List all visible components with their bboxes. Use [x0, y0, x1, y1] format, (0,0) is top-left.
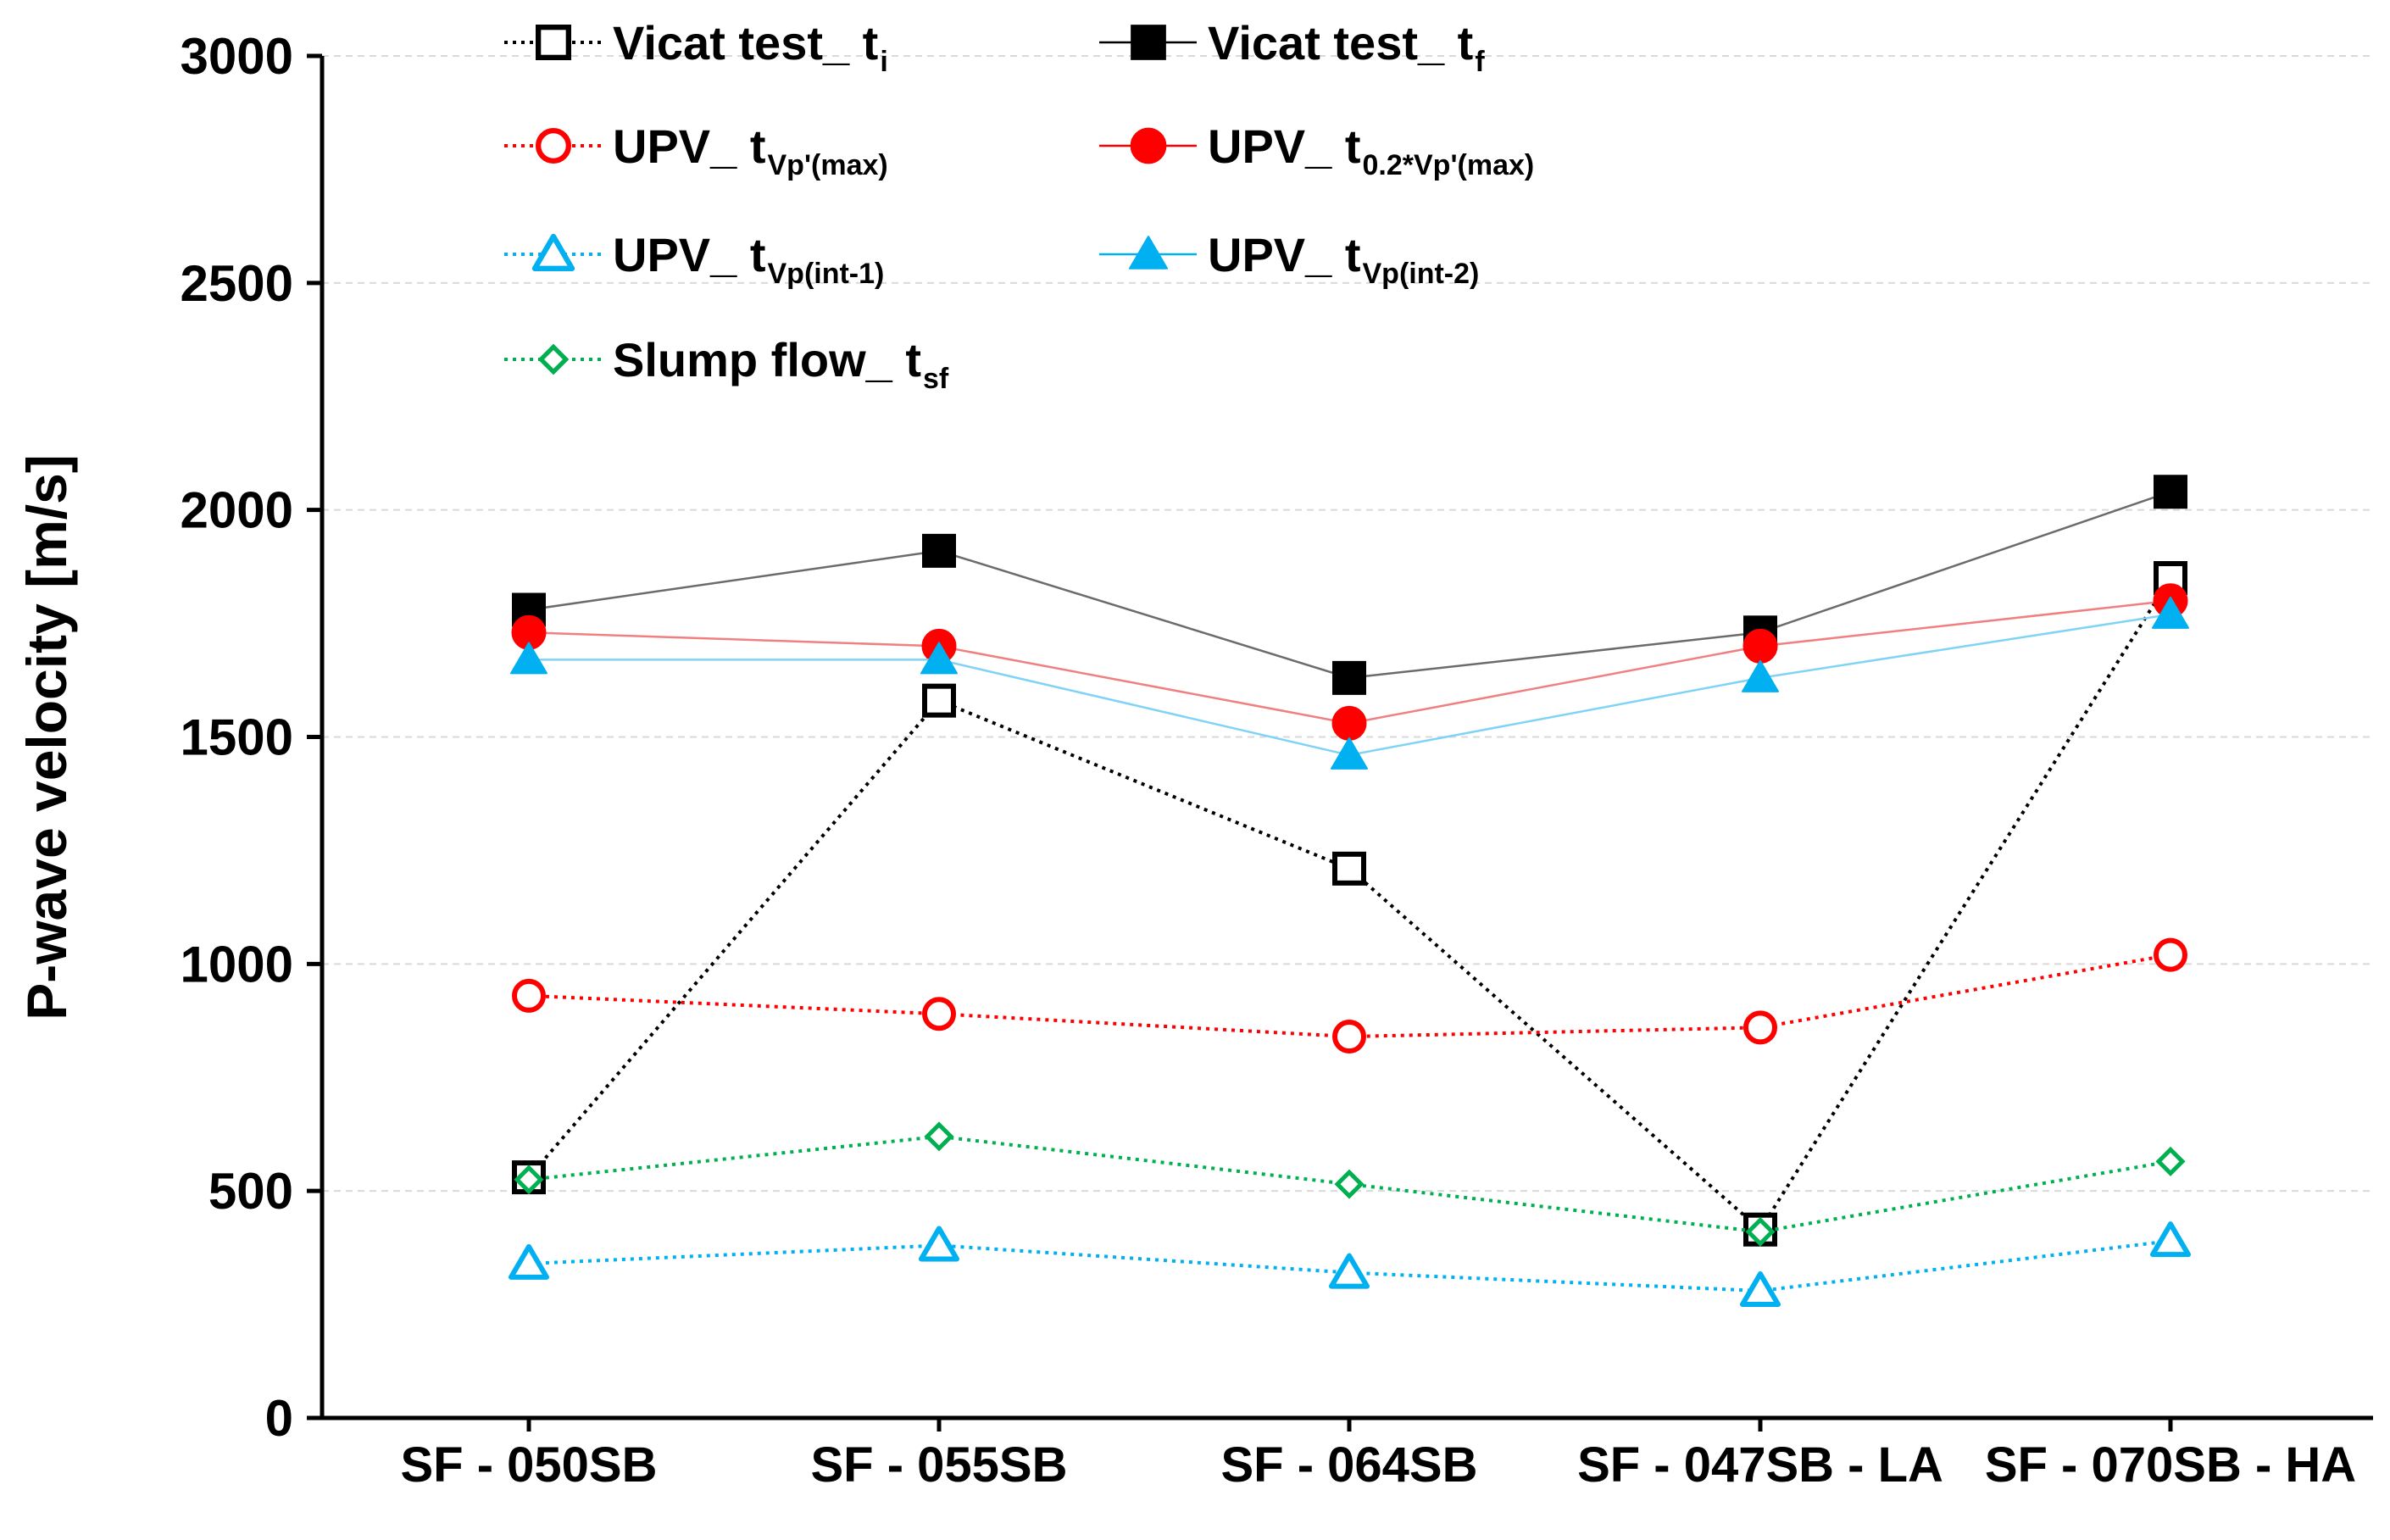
data-point [1743, 1010, 1777, 1045]
legend-label-main: UPV_ t [1208, 120, 1361, 173]
data-point [1331, 737, 1368, 770]
data-point [1742, 628, 1778, 664]
data-point [514, 1165, 544, 1195]
x-tick-labels: SF - 050SB SF - 055SB SF - 064SB SF - 047SB… [401, 1418, 2356, 1493]
series-3 [511, 583, 2188, 741]
series-4 [509, 1221, 2191, 1308]
series-1 [512, 475, 2187, 695]
y-tick-label: 1500 [181, 709, 293, 766]
legend-label-subscript: 0.2*Vp'(max) [1363, 149, 1535, 181]
legend-item: Vicat test_ ti [504, 16, 888, 78]
series-0 [512, 561, 2187, 1247]
data-point [1332, 1020, 1366, 1054]
data-point [922, 997, 956, 1031]
y-tick-label: 2000 [181, 482, 293, 539]
legend-marker [536, 127, 572, 164]
data-point [1332, 660, 1366, 695]
data-point [1740, 1271, 1781, 1308]
x-tick-label: SF - 047SB - LA [1577, 1437, 1943, 1493]
data-point [512, 978, 546, 1013]
data-point [1745, 1216, 1776, 1247]
legend-label: Slump flow_ tsf [613, 333, 949, 395]
legend-label: UPV_ t0.2*Vp'(max) [1208, 120, 1534, 181]
data-point [2152, 596, 2189, 629]
legend-marker [537, 343, 570, 375]
series-2 [512, 937, 2187, 1054]
y-tick-label: 2500 [181, 255, 293, 312]
series-line [528, 491, 2171, 680]
y-tick-label: 0 [265, 1390, 293, 1447]
data-point [509, 1243, 549, 1280]
legend-item: UPV_ tVp'(max) [504, 120, 888, 181]
legend-label: Vicat test_ ti [613, 16, 888, 78]
data-point [2154, 475, 2187, 509]
legend-label: Vicat test_ tf [1208, 16, 1485, 78]
legend-label-subscript: sf [923, 363, 949, 395]
data-point [919, 1226, 959, 1262]
y-tick-label: 500 [208, 1163, 293, 1220]
legend-label-main: Vicat test_ t [613, 16, 878, 69]
data-point [922, 683, 956, 718]
series-line [528, 1239, 2171, 1293]
legend-label-subscript: Vp(int-1) [768, 258, 885, 290]
series [509, 475, 2191, 1308]
data-point [2155, 1146, 2186, 1176]
series-line [528, 953, 2171, 1039]
legend-label-subscript: f [1475, 46, 1485, 78]
x-tick-label: SF - 055SB [811, 1437, 1068, 1493]
data-point [2150, 1221, 2191, 1258]
data-point [1742, 659, 1779, 692]
legend-item: UPV_ t0.2*Vp'(max) [1099, 120, 1534, 181]
data-point [920, 642, 958, 675]
y-axis-title: P-wave velocity [m/s] [15, 454, 78, 1020]
legend-label-subscript: Vp(int-2) [1363, 258, 1480, 290]
y-tick-label: 1000 [181, 936, 293, 992]
legend-item: Slump flow_ tsf [504, 333, 949, 395]
legend-label-main: UPV_ t [1208, 228, 1361, 281]
legend-item: Vicat test_ tf [1099, 16, 1485, 78]
legend-label: UPV_ tVp(int-1) [613, 228, 884, 290]
legend-marker [1131, 25, 1166, 60]
data-point [1332, 851, 1366, 886]
legend-marker [536, 25, 572, 61]
x-tick-label: SF - 050SB [401, 1437, 658, 1493]
x-tick-label: SF - 070SB - HA [1985, 1437, 2356, 1493]
x-tick-label: SF - 064SB [1221, 1437, 1478, 1493]
legend-item: UPV_ tVp(int-2) [1099, 228, 1479, 290]
data-point [510, 642, 547, 675]
legend-label-main: UPV_ t [613, 120, 766, 173]
data-point [922, 533, 956, 568]
legend-label: UPV_ tVp'(max) [613, 120, 888, 181]
legend-label-subscript: Vp'(max) [768, 149, 888, 181]
legend-label-main: Slump flow_ t [613, 333, 921, 386]
legend-item: UPV_ tVp(int-1) [504, 228, 884, 290]
legend-marker [1130, 127, 1167, 164]
data-point [2154, 937, 2187, 972]
y-tick-label: 3000 [181, 28, 293, 85]
series-line [527, 576, 2172, 1232]
series-6 [514, 1121, 2186, 1247]
legend-label-main: Vicat test_ t [1208, 16, 1473, 69]
legend-marker [1128, 236, 1169, 270]
data-point [1334, 1169, 1365, 1199]
series-5 [510, 596, 2189, 770]
legend-label-main: UPV_ t [613, 228, 766, 281]
data-point [1329, 1253, 1370, 1289]
data-point [924, 1121, 954, 1152]
data-point [1331, 705, 1367, 741]
legend-label: UPV_ tVp(int-2) [1208, 228, 1479, 290]
y-tick-labels: 0 500 1000 1500 2000 2500 3000 [181, 28, 293, 1447]
legend-label-subscript: i [880, 46, 887, 78]
legend-marker [531, 233, 575, 271]
